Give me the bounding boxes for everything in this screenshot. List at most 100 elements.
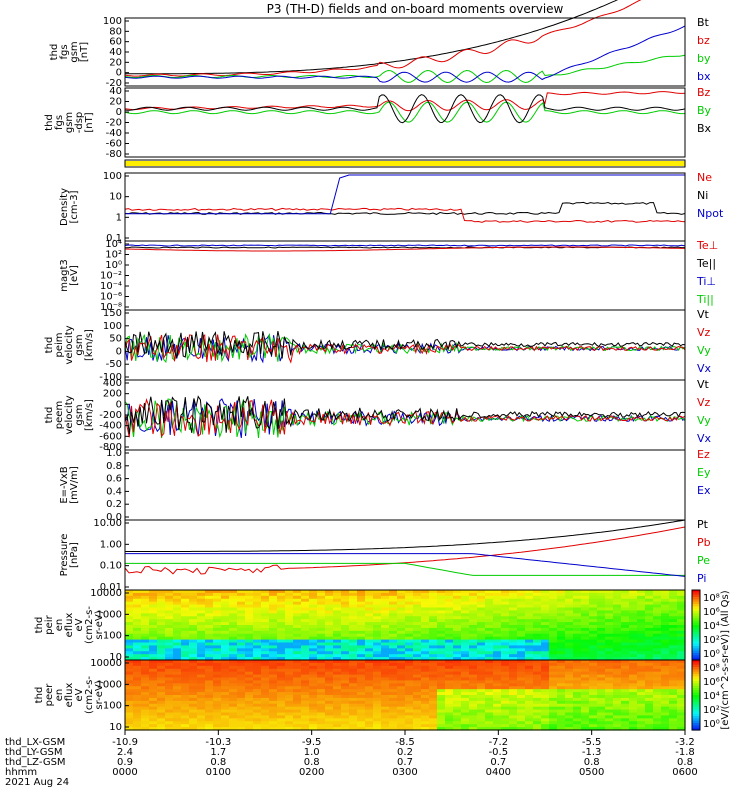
bottom-value: 0.8	[584, 757, 600, 768]
spectrogram-cell	[325, 668, 334, 673]
spectrogram-cell	[613, 715, 622, 719]
spectrogram-cell	[173, 677, 182, 682]
spectrogram-cell	[245, 625, 254, 629]
y-tick-label: 0.0	[106, 512, 122, 523]
colorbar-cell	[692, 611, 700, 614]
spectrogram-cell	[221, 630, 230, 635]
spectrogram-cell	[221, 718, 230, 722]
spectrogram-cell	[597, 630, 606, 635]
spectrogram-cell	[165, 674, 174, 679]
spectrogram-cell	[365, 607, 374, 612]
spectrogram-cell	[621, 654, 630, 658]
spectrogram-cell	[389, 590, 398, 594]
spectrogram-cell	[413, 630, 422, 635]
spectrogram-cell	[293, 660, 302, 664]
spectrogram-cell	[405, 718, 414, 722]
spectrogram-cell	[437, 692, 446, 696]
spectrogram-cell	[453, 727, 462, 731]
spectrogram-cell	[637, 727, 646, 731]
spectrogram-cell	[573, 686, 582, 690]
spectrogram-cell	[133, 660, 142, 664]
colorbar-cell	[692, 706, 700, 710]
y-axis-label: gsm	[74, 334, 85, 355]
spectrogram-cell	[645, 692, 654, 696]
spectrogram-cell	[477, 627, 486, 632]
spectrogram-cell	[157, 718, 166, 722]
spectrogram-cell	[165, 598, 174, 603]
spectrogram-cell	[317, 662, 326, 667]
spectrogram-cell	[525, 636, 534, 641]
spectrogram-cell	[309, 715, 318, 719]
spectrogram-cell	[141, 721, 150, 725]
spectrogram-cell	[429, 651, 438, 655]
spectrogram-cell	[437, 671, 446, 676]
spectrogram-cell	[373, 709, 382, 714]
spectrogram-cell	[445, 639, 454, 644]
spectrogram-cell	[517, 595, 526, 600]
spectrogram-cell	[301, 610, 310, 614]
spectrogram-cell	[589, 686, 598, 690]
spectrogram-cell	[621, 645, 630, 649]
spectrogram-cell	[493, 595, 502, 600]
spectrogram-cell	[245, 683, 254, 687]
spectrogram-cell	[213, 712, 222, 717]
spectrogram-cell	[461, 592, 470, 597]
spectrogram-cell	[205, 590, 214, 594]
spectrogram-cell	[317, 715, 326, 719]
spectrogram-cell	[405, 622, 414, 626]
spectrogram-cell	[317, 595, 326, 600]
spectrogram-cell	[517, 706, 526, 711]
spectrogram-cell	[661, 590, 670, 594]
spectrogram-cell	[565, 718, 574, 722]
spectrogram-cell	[669, 651, 678, 655]
spectrogram-cell	[133, 622, 142, 626]
spectrogram-cell	[677, 598, 686, 603]
spectrogram-cell	[413, 703, 422, 708]
spectrogram-cell	[125, 630, 134, 635]
spectrogram-cell	[373, 598, 382, 603]
spectrogram-cell	[205, 622, 214, 626]
spectrogram-cell	[517, 648, 526, 652]
spectrogram-cell	[365, 645, 374, 649]
legend-Pi: Pi	[697, 572, 706, 585]
spectrogram-cell	[205, 662, 214, 667]
spectrogram-cell	[325, 654, 334, 658]
y-tick-label: 10⁴	[105, 239, 122, 250]
spectrogram-cell	[221, 636, 230, 641]
spectrogram-cell	[565, 607, 574, 612]
spectrogram-cell	[637, 610, 646, 614]
spectrogram-cell	[541, 718, 550, 722]
spectrogram-cell	[357, 692, 366, 696]
spectrogram-cell	[373, 601, 382, 606]
spectrogram-cell	[365, 642, 374, 647]
spectrogram-cell	[277, 625, 286, 629]
bottom-value: 0200	[299, 767, 324, 778]
spectrogram-cell	[317, 636, 326, 641]
spectrogram-cell	[469, 660, 478, 664]
spectrogram-cell	[453, 715, 462, 719]
spectrogram-cell	[605, 712, 614, 717]
colorbar-cell	[692, 608, 700, 612]
spectrogram-cell	[645, 668, 654, 673]
spectrogram-cell	[245, 674, 254, 679]
spectrogram-cell	[197, 686, 206, 690]
spectrogram-cell	[309, 718, 318, 722]
spectrogram-cell	[661, 727, 670, 731]
spectrogram-cell	[189, 692, 198, 696]
spectrogram-cell	[333, 703, 342, 708]
colorbar-cell	[692, 674, 700, 677]
spectrogram-cell	[413, 706, 422, 711]
spectrogram-cell	[645, 633, 654, 638]
spectrogram-cell	[205, 613, 214, 617]
spectrogram-cell	[501, 692, 510, 696]
panel-frame	[124, 519, 686, 591]
spectrogram-cell	[549, 724, 558, 728]
spectrogram-cell	[197, 662, 206, 667]
colorbar-cell	[692, 648, 700, 652]
spectrogram-cell	[477, 668, 486, 673]
spectrogram-cell	[309, 633, 318, 638]
spectrogram-cell	[253, 625, 262, 629]
spectrogram-cell	[581, 601, 590, 606]
spectrogram-cell	[605, 665, 614, 670]
